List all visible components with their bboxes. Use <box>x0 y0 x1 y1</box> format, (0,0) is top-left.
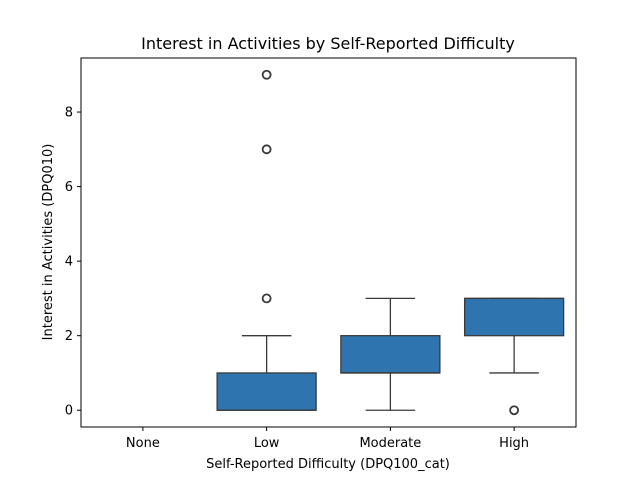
x-tick-label: None <box>126 436 160 451</box>
box-low <box>216 372 317 411</box>
y-tick-label: 8 <box>65 106 73 121</box>
plot-frame <box>80 57 577 428</box>
outlier-point <box>261 293 272 304</box>
box-moderate <box>340 335 441 374</box>
outlier-point <box>261 69 272 80</box>
plot-area: 0 2 4 6 8 None Low Moderate High <box>65 57 577 451</box>
x-tick-label: High <box>499 436 529 451</box>
y-tick-label: 4 <box>65 255 73 270</box>
box-high <box>463 297 565 337</box>
y-tick-label: 2 <box>65 329 73 344</box>
x-axis-title: Self-Reported Difficulty (DPQ100_cat) <box>206 457 450 472</box>
y-tick-label: 6 <box>65 180 73 195</box>
outlier-point <box>509 405 520 416</box>
outlier-point <box>261 144 272 155</box>
chart-title: Interest in Activities by Self-Reported … <box>141 34 515 53</box>
x-tick-label: Moderate <box>359 436 421 451</box>
x-tick-label: Low <box>254 436 280 451</box>
y-tick-label: 0 <box>65 404 73 419</box>
y-axis-title: Interest in Activities (DPQ010) <box>41 144 56 341</box>
